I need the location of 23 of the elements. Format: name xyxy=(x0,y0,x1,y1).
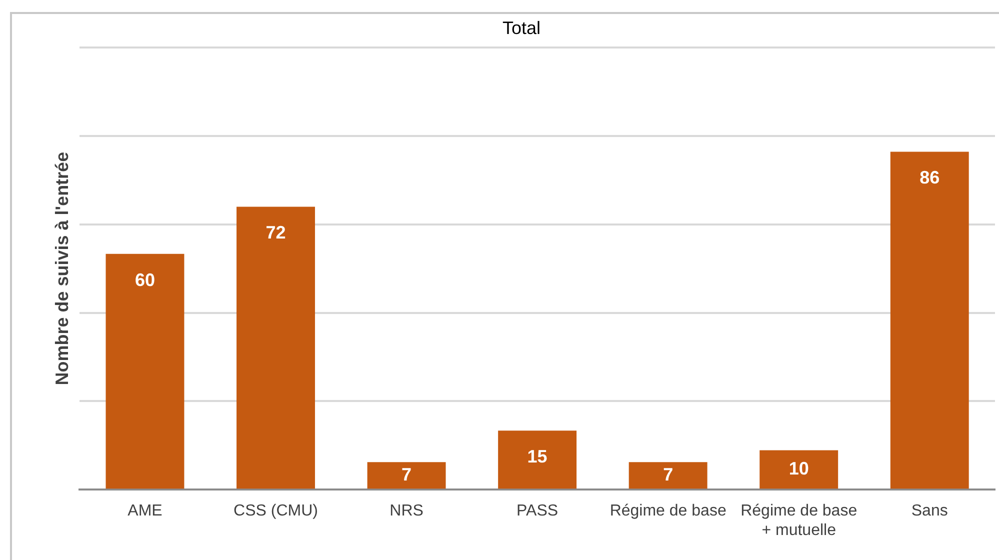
x-tick-label: Sans xyxy=(911,502,948,520)
data-label: 7 xyxy=(663,464,674,484)
data-label: 15 xyxy=(527,446,548,467)
y-axis-title: Nombre de suivis à l'entrée xyxy=(52,152,72,386)
data-label: 60 xyxy=(134,270,155,290)
x-tick-label: CSS (CMU) xyxy=(234,502,318,520)
x-tick-label: AME xyxy=(128,502,162,520)
data-label: 7 xyxy=(402,464,412,484)
bar xyxy=(236,206,315,489)
x-tick-label: Régime de base + mutuelle xyxy=(740,502,858,539)
data-label: 86 xyxy=(920,168,940,188)
bar xyxy=(498,430,577,489)
data-label: 72 xyxy=(266,222,286,243)
chart-title: Total xyxy=(502,18,541,38)
x-tick-label: Régime de base xyxy=(610,502,726,520)
data-label: 10 xyxy=(788,458,809,478)
bar xyxy=(760,450,838,489)
bar xyxy=(106,254,184,489)
x-tick-label: NRS xyxy=(390,502,424,520)
bar xyxy=(890,152,969,489)
bar xyxy=(628,462,708,489)
x-tick-label: PASS xyxy=(516,502,558,520)
bar xyxy=(367,462,446,489)
